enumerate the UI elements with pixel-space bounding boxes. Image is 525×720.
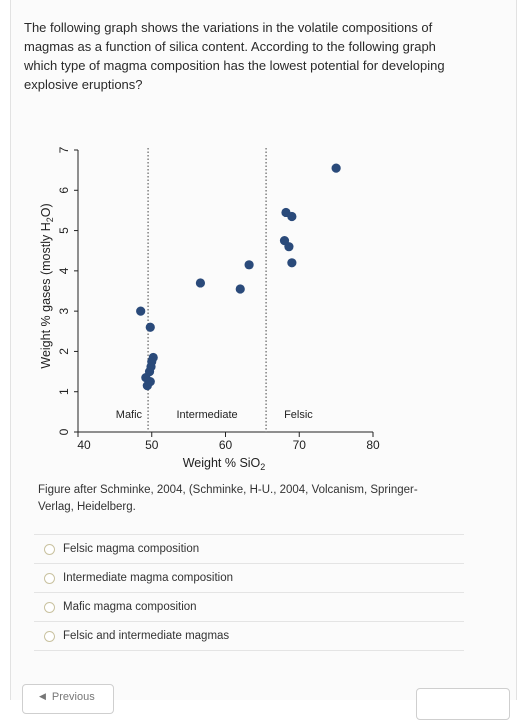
scatter-chart: 0 1 2 3 4 5 6 7 40 50 60 70 80 Mafic Intermediate Fels… bbox=[39, 146, 380, 472]
previous-button[interactable]: ◀ Previous bbox=[22, 684, 114, 714]
y-tick-label: 5 bbox=[57, 227, 71, 234]
x-tick-label: 40 bbox=[77, 438, 91, 452]
y-tick-label: 1 bbox=[57, 388, 71, 395]
data-point bbox=[284, 242, 294, 252]
chart-axes bbox=[77, 150, 373, 433]
region-label: Felsic bbox=[284, 409, 313, 421]
data-point bbox=[195, 278, 206, 288]
data-point bbox=[145, 322, 155, 332]
radio-button[interactable] bbox=[44, 572, 55, 584]
option-intermediate[interactable]: Intermediate magma composition bbox=[34, 563, 464, 592]
y-tick-label: 7 bbox=[57, 146, 71, 153]
data-point bbox=[287, 258, 297, 268]
chevron-left-icon: ◀ bbox=[39, 691, 46, 701]
data-point bbox=[331, 163, 341, 173]
chart-ticks: 0 1 2 3 4 5 6 7 40 50 60 70 80 bbox=[57, 146, 380, 452]
region-label: Mafic bbox=[116, 409, 143, 421]
x-tick-label: 60 bbox=[219, 438, 233, 452]
x-tick-label: 80 bbox=[366, 438, 380, 452]
question-card bbox=[10, 0, 517, 700]
figure-caption: Figure after Schminke, 2004, (Schminke, … bbox=[38, 484, 418, 513]
data-point bbox=[244, 260, 254, 270]
radio-button[interactable] bbox=[44, 630, 55, 642]
chart-region-labels: Mafic Intermediate Felsic bbox=[116, 409, 314, 421]
data-point bbox=[287, 211, 297, 222]
option-label: Intermediate magma composition bbox=[63, 572, 234, 584]
next-button[interactable] bbox=[416, 688, 510, 720]
data-point bbox=[235, 284, 245, 294]
option-label: Felsic and intermediate magmas bbox=[63, 630, 230, 642]
radio-button[interactable] bbox=[44, 601, 55, 613]
previous-label: Previous bbox=[51, 691, 95, 703]
answer-options: Felsic magma composition Intermediate ma… bbox=[34, 534, 464, 651]
chart-dividers bbox=[147, 148, 267, 432]
data-point bbox=[142, 381, 152, 391]
x-tick-label: 70 bbox=[293, 438, 307, 452]
option-mafic[interactable]: Mafic magma composition bbox=[34, 592, 464, 621]
option-felsic-and-intermediate[interactable]: Felsic and intermediate magmas bbox=[34, 621, 464, 651]
chart-points bbox=[136, 163, 341, 391]
option-label: Felsic magma composition bbox=[63, 543, 200, 555]
y-axis-label: Weight % gases (mostly H2O) bbox=[39, 203, 55, 368]
question-text: The following graph shows the variations… bbox=[24, 20, 445, 92]
y-tick-label: 2 bbox=[57, 348, 71, 355]
y-tick-label: 6 bbox=[57, 187, 71, 194]
data-point bbox=[136, 306, 146, 316]
y-tick-label: 4 bbox=[57, 267, 71, 274]
x-tick-label: 50 bbox=[145, 438, 159, 452]
region-label: Intermediate bbox=[176, 409, 237, 421]
option-label: Mafic magma composition bbox=[63, 601, 197, 613]
x-axis-label: Weight % SiO2 bbox=[183, 456, 266, 472]
y-tick-label: 0 bbox=[57, 428, 71, 435]
option-felsic[interactable]: Felsic magma composition bbox=[34, 534, 464, 563]
radio-button[interactable] bbox=[44, 543, 55, 555]
y-tick-label: 3 bbox=[57, 307, 71, 314]
